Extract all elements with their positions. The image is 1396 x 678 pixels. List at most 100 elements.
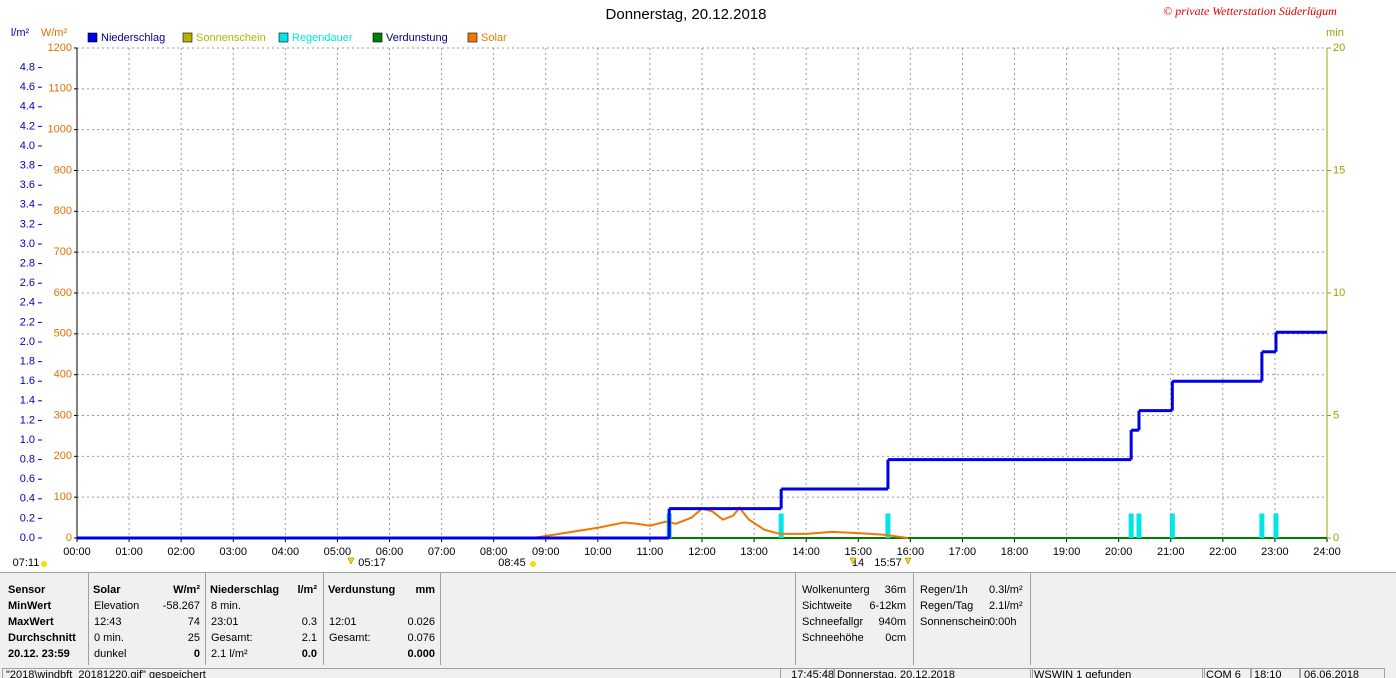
cell: Gesamt:	[329, 632, 371, 644]
x-tick-label: 08:00	[480, 546, 508, 558]
y2-tick-label: 1000	[48, 124, 72, 136]
y-tick-label: 1.0	[20, 434, 35, 446]
row-label: MaxWert	[8, 616, 54, 628]
y2-tick-label: 400	[54, 369, 72, 381]
summary-value: 0:00h	[989, 616, 1017, 628]
y-tick-label: 1.4	[20, 395, 35, 407]
group-border	[1030, 573, 1031, 665]
y3-tick-label: 20	[1333, 42, 1345, 54]
x-tick-label: 14:00	[792, 546, 820, 558]
summary-label: Regen/1h	[920, 584, 968, 596]
row-label: MinWert	[8, 600, 52, 612]
summary-value: 0cm	[885, 632, 906, 644]
x-tick-label: 12:00	[688, 546, 716, 558]
y2-tick-label: 1100	[48, 83, 72, 95]
legend-label: Niederschlag	[101, 32, 165, 44]
y2-tick-label: 1200	[48, 42, 72, 54]
bar	[1259, 513, 1265, 538]
y3-tick-label: 15	[1333, 164, 1345, 176]
group-header: Verdunstung	[328, 584, 396, 596]
y-tick-label: 3.6	[20, 179, 35, 191]
y-tick-label: 2.0	[20, 336, 35, 348]
summary-value: 36m	[884, 584, 906, 596]
sun-dot	[41, 561, 47, 567]
y-tick-label: 4.4	[20, 101, 35, 113]
sun-annotation: 08:45	[498, 557, 526, 569]
y-tick-label: 4.8	[20, 62, 35, 74]
y3-unit: min	[1326, 27, 1344, 39]
y2-tick-label: 200	[54, 450, 72, 462]
cell: 0	[193, 648, 200, 660]
status-cell: "2018\windbft_20181220.gif" gespeichert	[2, 668, 827, 678]
legend-label: Regendauer	[292, 32, 353, 44]
group-border	[88, 573, 89, 665]
sun-marker	[904, 557, 912, 565]
status-cell: 17:45:48	[780, 668, 835, 678]
status-cell: COM 6	[1202, 668, 1252, 678]
y3-tick-label: 10	[1333, 287, 1345, 299]
sun-marker	[347, 557, 355, 565]
cell: 0.076	[407, 632, 435, 644]
x-tick-label: 07:00	[428, 546, 456, 558]
summary-label: Schneefallgr	[802, 616, 864, 628]
group-border	[440, 573, 441, 665]
legend-label: Verdunstung	[386, 32, 448, 44]
legend-swatch	[372, 32, 383, 43]
group-header: Solar	[93, 584, 121, 596]
cell: 12:43	[94, 616, 122, 628]
summary-value: 0.3l/m²	[989, 584, 1023, 596]
x-tick-label: 21:00	[1157, 546, 1185, 558]
cell: 12:01	[329, 616, 357, 628]
y2-tick-label: 300	[54, 409, 72, 421]
group-border	[323, 573, 324, 665]
summary-label: Sichtweite	[802, 600, 853, 612]
group-border	[795, 573, 796, 665]
status-cell: WSWIN 1 gefunden	[1030, 668, 1205, 678]
sun-marker	[849, 557, 857, 565]
x-tick-label: 02:00	[167, 546, 195, 558]
x-tick-label: 01:00	[115, 546, 143, 558]
y2-tick-label: 0	[66, 532, 72, 544]
status-cell: Donnerstag, 20.12.2018	[833, 668, 1033, 678]
y-tick-label: 3.0	[20, 238, 35, 250]
bar	[1136, 513, 1142, 538]
y-tick-label: 2.4	[20, 297, 35, 309]
bar	[1273, 513, 1279, 538]
y2-unit: W/m²	[41, 27, 68, 39]
legend-swatch	[467, 32, 478, 43]
y-tick-label: 2.6	[20, 277, 35, 289]
summary-label: Schneehöhe	[802, 632, 864, 644]
y-tick-label: 0.8	[20, 454, 35, 466]
y3-tick-label: 5	[1333, 409, 1339, 421]
y-unit: l/m²	[11, 27, 30, 39]
chart: Donnerstag, 20.12.2018 © private Wetters…	[11, 4, 1345, 569]
y-tick-label: 3.8	[20, 160, 35, 172]
x-tick-label: 23:00	[1261, 546, 1289, 558]
cell: dunkel	[94, 648, 127, 660]
x-tick-label: 17:00	[949, 546, 977, 558]
x-tick-label: 18:00	[1001, 546, 1029, 558]
bar	[885, 513, 891, 538]
sun-annotation: 07:11	[13, 557, 40, 569]
cell: 74	[187, 616, 200, 628]
row-label: 20.12. 23:59	[8, 648, 70, 660]
group-unit: mm	[415, 584, 435, 596]
summary-label: Sonnenschein	[920, 616, 990, 628]
cell: Gesamt:	[211, 632, 253, 644]
x-tick-label: 20:00	[1105, 546, 1133, 558]
y2-tick-label: 100	[54, 491, 72, 503]
summary-label: Regen/Tag	[920, 600, 974, 612]
status-bar: "2018\windbft_20181220.gif" gespeichert 1…	[0, 667, 1396, 678]
x-tick-label: 10:00	[584, 546, 612, 558]
y2-tick-label: 600	[54, 287, 72, 299]
y-tick-label: 3.2	[20, 218, 35, 230]
summary-label: Wolkenunterg	[802, 584, 870, 596]
chart-title: Donnerstag, 20.12.2018	[606, 6, 767, 23]
sun-annotation: 15:57	[874, 557, 902, 569]
legend-swatch	[278, 32, 289, 43]
group-unit: W/m²	[173, 584, 200, 596]
group-border	[205, 573, 206, 665]
summary-value: 940m	[878, 616, 906, 628]
x-tick-label: 05:00	[324, 546, 352, 558]
